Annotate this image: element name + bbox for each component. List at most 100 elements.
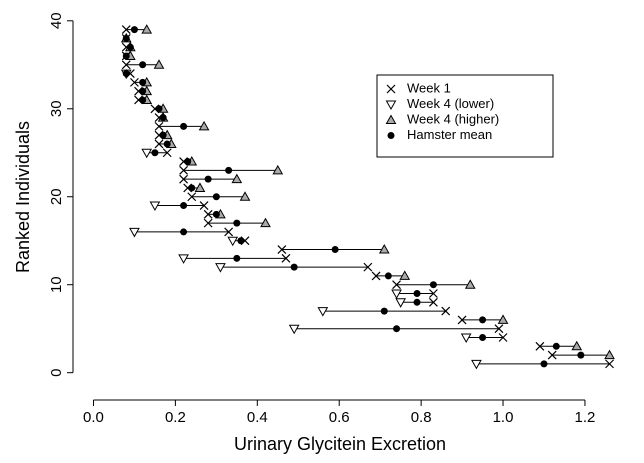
point bbox=[479, 333, 487, 341]
point bbox=[180, 228, 188, 236]
point bbox=[227, 236, 239, 247]
point bbox=[179, 165, 189, 175]
point bbox=[441, 306, 451, 316]
point bbox=[203, 209, 213, 219]
point bbox=[399, 270, 411, 280]
point bbox=[139, 87, 147, 95]
point bbox=[457, 315, 467, 325]
point bbox=[281, 253, 291, 263]
point bbox=[380, 307, 388, 315]
point bbox=[237, 237, 245, 245]
point bbox=[154, 121, 164, 131]
x-tick-label: 1.0 bbox=[493, 409, 514, 426]
point bbox=[139, 96, 147, 104]
point bbox=[159, 114, 167, 122]
point bbox=[277, 245, 287, 254]
point bbox=[605, 359, 614, 369]
point bbox=[571, 340, 583, 351]
point bbox=[141, 148, 153, 159]
legend-box bbox=[376, 74, 554, 158]
point bbox=[215, 263, 226, 273]
point bbox=[178, 254, 189, 264]
point bbox=[187, 192, 197, 202]
point bbox=[151, 149, 159, 157]
point bbox=[494, 324, 504, 334]
point bbox=[130, 77, 139, 87]
legend-label: Hamster mean bbox=[407, 127, 492, 142]
point bbox=[194, 182, 206, 192]
point bbox=[224, 227, 234, 237]
point bbox=[378, 244, 390, 254]
point bbox=[535, 341, 545, 351]
point bbox=[198, 120, 210, 131]
legend-symbol bbox=[385, 100, 397, 111]
point bbox=[139, 78, 147, 86]
point bbox=[290, 263, 298, 271]
point bbox=[141, 24, 153, 34]
x-tick-label: 0.6 bbox=[329, 409, 350, 426]
point bbox=[260, 217, 271, 228]
point bbox=[428, 289, 438, 298]
point bbox=[179, 174, 189, 184]
point bbox=[384, 272, 392, 280]
y-tick-label: 10 bbox=[48, 276, 65, 293]
legend-symbol bbox=[387, 132, 395, 139]
point bbox=[159, 131, 167, 139]
point bbox=[126, 43, 134, 51]
point bbox=[122, 52, 130, 60]
point bbox=[188, 184, 196, 192]
x-tick-label: 0.4 bbox=[247, 409, 268, 426]
point bbox=[460, 333, 472, 344]
point bbox=[154, 139, 164, 149]
point bbox=[231, 173, 243, 184]
point bbox=[479, 316, 487, 324]
point bbox=[577, 351, 585, 359]
point bbox=[547, 350, 557, 360]
point bbox=[317, 307, 329, 317]
point bbox=[272, 164, 284, 175]
point bbox=[162, 148, 172, 158]
point bbox=[288, 324, 300, 335]
y-tick-label: 20 bbox=[48, 188, 65, 205]
point bbox=[212, 210, 220, 218]
point bbox=[393, 325, 401, 333]
point bbox=[233, 254, 241, 262]
point bbox=[413, 298, 421, 306]
point bbox=[121, 25, 131, 35]
legend-label: Week 1 bbox=[407, 80, 451, 95]
point bbox=[331, 246, 339, 254]
y-tick-label: 30 bbox=[48, 100, 65, 117]
point bbox=[184, 158, 192, 166]
point bbox=[203, 218, 213, 228]
point bbox=[498, 333, 508, 342]
point bbox=[121, 60, 131, 70]
point bbox=[180, 122, 188, 130]
point bbox=[395, 298, 407, 308]
y-tick-label: 0 bbox=[48, 369, 65, 377]
x-axis-label: Urinary Glycitein Excretion bbox=[234, 434, 446, 454]
point bbox=[428, 297, 438, 307]
legend-label: Week 4 (higher) bbox=[407, 111, 499, 126]
point bbox=[413, 290, 421, 298]
point bbox=[392, 280, 401, 290]
point bbox=[212, 193, 220, 201]
point bbox=[153, 59, 165, 69]
point bbox=[233, 219, 241, 227]
point bbox=[130, 26, 138, 34]
legend-symbol bbox=[386, 84, 396, 94]
point bbox=[471, 359, 482, 370]
point bbox=[129, 227, 140, 238]
x-tick-label: 0.0 bbox=[83, 409, 104, 426]
x-tick-label: 0.8 bbox=[411, 409, 432, 426]
point bbox=[464, 279, 476, 289]
point bbox=[540, 360, 548, 368]
legend-symbol bbox=[385, 114, 397, 124]
point bbox=[371, 271, 381, 281]
point bbox=[155, 105, 163, 113]
point bbox=[552, 342, 560, 350]
point bbox=[429, 281, 437, 289]
point bbox=[149, 201, 161, 212]
point bbox=[391, 289, 402, 300]
